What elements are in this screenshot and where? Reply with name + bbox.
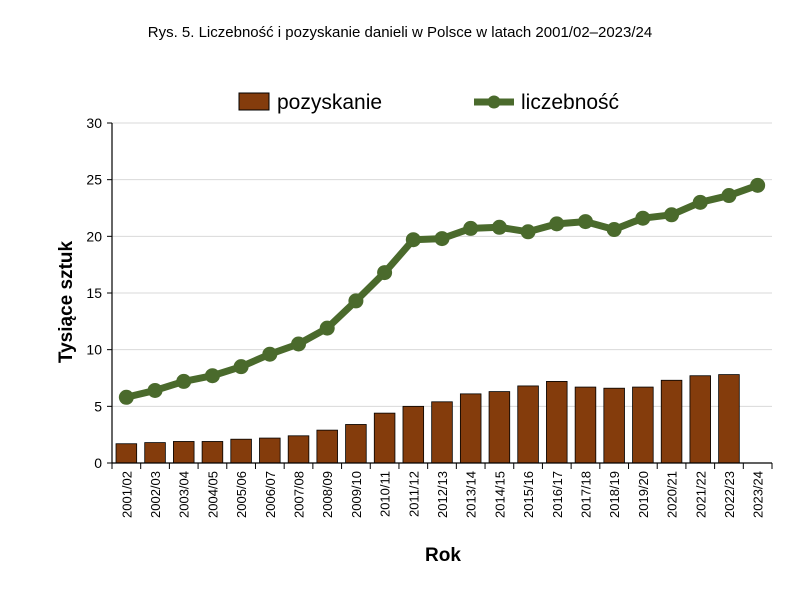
point-liczebnosc	[348, 293, 364, 309]
x-tick-label: 2001/02	[119, 471, 134, 518]
x-tick-label: 2014/15	[492, 471, 507, 518]
x-tick-label: 2016/17	[550, 471, 565, 518]
point-liczebnosc	[204, 368, 220, 384]
y-tick-label: 25	[86, 172, 102, 188]
point-liczebnosc	[118, 389, 134, 405]
legend-marker-liczebnosc	[487, 95, 501, 109]
chart-title: Rys. 5. Liczebność i pozyskanie danieli …	[148, 24, 652, 41]
line-liczebnosc	[125, 182, 759, 401]
bar-pozyskanie	[259, 437, 281, 464]
point-liczebnosc	[405, 232, 421, 248]
bar-pozyskanie	[574, 386, 597, 464]
x-tick-label: 2017/18	[578, 471, 593, 518]
x-tick-label: 2013/14	[464, 471, 479, 518]
point-liczebnosc	[635, 210, 651, 226]
point-liczebnosc	[262, 346, 278, 362]
bar-pozyskanie	[488, 391, 511, 464]
bar-pozyskanie	[603, 387, 625, 464]
x-tick-label: 2018/19	[607, 471, 622, 518]
x-tick-label: 2009/10	[349, 471, 364, 518]
x-tick-label: 2023/24	[751, 471, 766, 518]
point-liczebnosc	[291, 336, 307, 352]
point-liczebnosc	[750, 177, 766, 193]
bar-pozyskanie	[316, 429, 338, 464]
x-tick-label: 2004/05	[205, 471, 220, 518]
bar-pozyskanie	[144, 442, 166, 464]
x-tick-label: 2020/21	[665, 471, 680, 518]
x-tick-label: 2002/03	[148, 471, 163, 518]
bar-pozyskanie	[173, 441, 195, 464]
y-tick-label: 10	[86, 342, 102, 358]
y-tick-labels: 0 5 10 15 20 25 30	[86, 115, 102, 471]
x-tick-label: 2022/23	[722, 471, 737, 518]
x-tick-label: 2007/08	[292, 471, 307, 518]
line-series	[118, 177, 766, 405]
gridlines	[112, 122, 772, 407]
legend-swatch-pozyskanie	[238, 92, 270, 111]
point-liczebnosc	[463, 220, 479, 236]
bar-pozyskanie	[230, 438, 252, 464]
x-tick-label: 2015/16	[521, 471, 536, 518]
point-liczebnosc	[577, 214, 593, 230]
y-axis-label: Tysiące sztuk	[56, 240, 77, 363]
point-liczebnosc	[721, 188, 737, 204]
x-tick-label: 2019/20	[636, 471, 651, 518]
y-tick-label: 0	[94, 455, 102, 471]
bars	[115, 374, 740, 464]
point-liczebnosc	[319, 320, 335, 336]
x-tick-label: 2006/07	[263, 471, 278, 518]
y-tick-label: 20	[86, 228, 102, 244]
bar-pozyskanie	[431, 401, 453, 464]
bar-pozyskanie	[718, 374, 740, 464]
x-tick-label: 2008/09	[320, 471, 335, 518]
point-liczebnosc	[233, 359, 249, 375]
x-tick-label: 2003/04	[177, 471, 192, 518]
legend-label-liczebnosc: liczebność	[521, 91, 619, 114]
bar-pozyskanie	[459, 393, 482, 464]
bar-pozyskanie	[287, 435, 310, 464]
x-tick-labels: 2001/02 2002/03 2003/04 2004/05 2005/06 2006/…	[119, 471, 765, 518]
y-tick-label: 30	[86, 115, 102, 131]
point-liczebnosc	[491, 219, 507, 235]
bar-pozyskanie	[689, 375, 711, 464]
bar-pozyskanie	[660, 379, 683, 464]
x-tick-label: 2021/22	[693, 471, 708, 518]
x-axis-label: Rok	[425, 545, 461, 566]
bar-pozyskanie	[201, 441, 224, 464]
point-liczebnosc	[606, 222, 622, 238]
bar-pozyskanie	[115, 443, 138, 464]
bar-pozyskanie	[345, 424, 367, 464]
legend: pozyskanie liczebność	[238, 91, 619, 114]
x-tick-label: 2010/11	[378, 471, 393, 517]
y-tick-label: 5	[94, 398, 102, 414]
point-liczebnosc	[520, 224, 536, 240]
legend-label-pozyskanie: pozyskanie	[277, 91, 382, 114]
bar-pozyskanie	[373, 412, 396, 464]
bar-pozyskanie	[632, 386, 654, 464]
point-liczebnosc	[176, 373, 192, 389]
point-liczebnosc	[549, 216, 565, 232]
axes	[107, 122, 773, 469]
point-liczebnosc	[147, 382, 163, 398]
x-tick-label: 2005/06	[234, 471, 249, 518]
point-liczebnosc	[377, 265, 393, 281]
point-liczebnosc	[692, 194, 708, 210]
x-tick-label: 2011/12	[406, 471, 421, 517]
bar-pozyskanie	[546, 380, 568, 464]
point-liczebnosc	[664, 207, 680, 223]
bar-pozyskanie	[517, 385, 539, 464]
bar-pozyskanie	[402, 405, 425, 464]
y-tick-label: 15	[86, 285, 102, 301]
point-liczebnosc	[434, 231, 450, 247]
x-tick-label: 2012/13	[435, 471, 450, 518]
